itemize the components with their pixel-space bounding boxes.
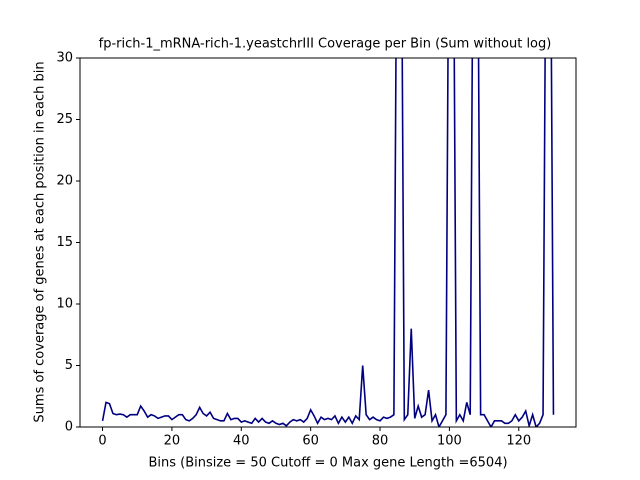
plot-frame bbox=[79, 57, 577, 428]
plot-area bbox=[101, 58, 555, 427]
x-tick-label: 20 bbox=[164, 434, 181, 449]
y-tick-label: 0 bbox=[65, 420, 73, 435]
y-tick-label: 20 bbox=[56, 174, 73, 189]
data-line bbox=[101, 58, 555, 427]
y-tick-label: 10 bbox=[56, 297, 73, 312]
x-tick-label: 80 bbox=[372, 434, 389, 449]
x-tick-label: 0 bbox=[98, 434, 106, 449]
x-axis-label: Bins (Binsize = 50 Cutoff = 0 Max gene L… bbox=[148, 456, 507, 471]
x-tick-label: 40 bbox=[233, 434, 250, 449]
x-tick-label: 100 bbox=[437, 434, 462, 449]
x-tick-label: 120 bbox=[506, 434, 531, 449]
y-tick-label: 15 bbox=[56, 235, 73, 250]
x-tick-label: 60 bbox=[302, 434, 319, 449]
y-axis-label: Sums of coverage of genes at each positi… bbox=[33, 61, 48, 422]
y-tick-label: 5 bbox=[65, 358, 73, 373]
y-tick-label: 25 bbox=[56, 112, 73, 127]
chart-title: fp-rich-1_mRNA-rich-1.yeastchrIII Covera… bbox=[99, 37, 552, 52]
y-tick-label: 30 bbox=[56, 51, 73, 66]
